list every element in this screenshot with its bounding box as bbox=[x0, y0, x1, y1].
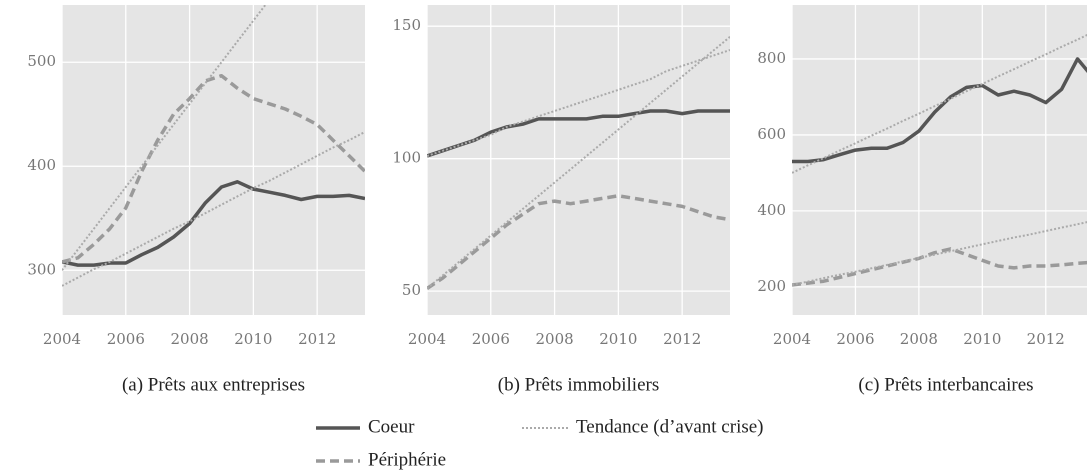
y-tick-label: 400 bbox=[27, 156, 56, 174]
plot-area bbox=[62, 5, 365, 287]
plot-background bbox=[427, 5, 730, 315]
y-tick-label: 150 bbox=[392, 16, 421, 34]
series-line bbox=[792, 33, 1087, 174]
x-tick-label: 2010 bbox=[599, 330, 637, 348]
plot-background bbox=[792, 5, 1087, 315]
plot-area bbox=[792, 33, 1087, 287]
series-line bbox=[792, 221, 1087, 286]
series-line bbox=[427, 49, 730, 157]
x-tick-label: 2010 bbox=[234, 330, 272, 348]
chart-title: (b) Prêts immobiliers bbox=[498, 374, 659, 395]
series-line bbox=[62, 73, 365, 264]
legend: Coeur Périphérie Tendance (d’avant crise… bbox=[316, 416, 764, 470]
series-line bbox=[62, 5, 267, 271]
y-tick-label: 300 bbox=[27, 260, 56, 278]
chart-title: (a) Prêts aux entreprises bbox=[122, 374, 305, 395]
series-line bbox=[62, 131, 365, 287]
plot-area bbox=[427, 36, 730, 290]
x-tick-label: 2006 bbox=[107, 330, 145, 348]
y-tick-label: 600 bbox=[757, 125, 786, 143]
legend-label: Périphérie bbox=[368, 449, 446, 470]
series-line bbox=[792, 247, 1087, 287]
y-tick-label: 200 bbox=[757, 277, 786, 295]
series-line bbox=[62, 180, 365, 267]
series-line bbox=[792, 57, 1087, 164]
x-tick-label: 2012 bbox=[298, 330, 336, 348]
y-tick-label: 50 bbox=[402, 281, 421, 299]
x-tick-label: 2010 bbox=[963, 330, 1001, 348]
series-line bbox=[427, 36, 730, 290]
x-tick-label: 2004 bbox=[408, 330, 446, 348]
y-tick-label: 100 bbox=[392, 149, 421, 167]
legend-label: Coeur bbox=[368, 416, 415, 437]
y-tick-label: 800 bbox=[757, 49, 786, 67]
plot-background bbox=[62, 5, 365, 315]
x-tick-label: 2006 bbox=[836, 330, 874, 348]
y-tick-label: 400 bbox=[757, 201, 786, 219]
series-line bbox=[427, 194, 730, 290]
x-tick-label: 2008 bbox=[900, 330, 938, 348]
y-tick-label: 500 bbox=[27, 52, 56, 70]
chart-title: (c) Prêts interbancaires bbox=[858, 374, 1033, 395]
x-tick-label: 2008 bbox=[170, 330, 208, 348]
x-tick-label: 2004 bbox=[43, 330, 81, 348]
x-tick-label: 2006 bbox=[472, 330, 510, 348]
x-tick-label: 2012 bbox=[1027, 330, 1065, 348]
x-tick-label: 2004 bbox=[773, 330, 811, 348]
x-tick-label: 2008 bbox=[535, 330, 573, 348]
legend-label: Tendance (d’avant crise) bbox=[576, 416, 764, 437]
x-tick-label: 2012 bbox=[663, 330, 701, 348]
